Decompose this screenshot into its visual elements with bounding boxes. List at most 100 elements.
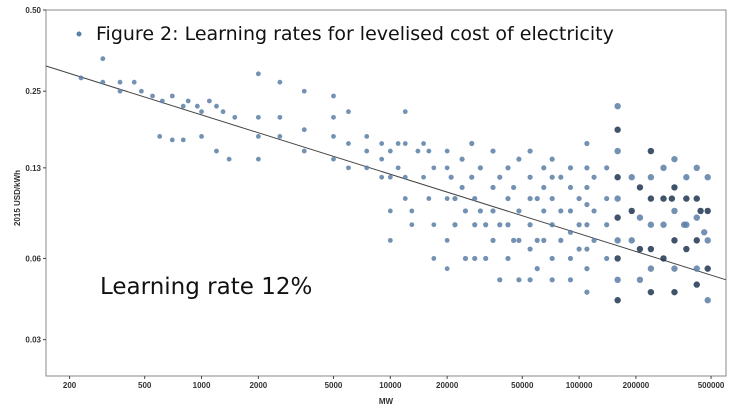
scatter-point (614, 195, 621, 202)
scatter-point (591, 174, 597, 180)
scatter-point (527, 246, 533, 252)
scatter-point (541, 184, 547, 191)
scatter-point (704, 207, 711, 215)
scatter-point (387, 174, 393, 180)
scatter-point (584, 140, 590, 147)
scatter-point (647, 195, 655, 202)
scatter-point (490, 184, 496, 191)
scatter-point (693, 195, 700, 202)
scatter-point (331, 93, 336, 99)
scatter-point (584, 201, 590, 208)
scatter-point (379, 141, 385, 146)
scatter-point (683, 195, 690, 202)
tick-layer: 200 500 1000 2000 5000 10000 20000 50000 100000 2… (25, 6, 725, 390)
scatter-point (331, 114, 336, 120)
scatter-point (301, 127, 307, 133)
chart-title: Figure 2: Learning rates for levelised c… (76, 23, 614, 45)
scatter-point (387, 148, 393, 154)
scatter-point (490, 237, 496, 243)
scatter-point (448, 174, 454, 180)
scatter-point (431, 165, 437, 171)
scatter-point (704, 297, 711, 304)
scatter-point (683, 245, 690, 253)
scatter-point (511, 237, 517, 243)
scatter-point (541, 208, 547, 214)
scatter-point (505, 222, 511, 228)
scatter-point (214, 103, 219, 109)
scatter-point (647, 245, 655, 253)
scatter-point (505, 195, 511, 202)
scatter-point (346, 109, 351, 115)
scatter-point (483, 255, 489, 262)
scatter-point (527, 174, 533, 180)
scatter-point (395, 141, 401, 146)
scatter-point (668, 195, 676, 202)
scatter-point (426, 196, 432, 201)
y-tick-label: 0.13 (25, 164, 41, 173)
scatter-point (516, 237, 522, 243)
x-tick-label: 2000 (249, 381, 267, 390)
scatter-point (567, 229, 574, 235)
scatter-point (364, 165, 370, 171)
scatter-point (584, 222, 590, 228)
scatter-point (558, 208, 564, 214)
scatter-point (671, 288, 678, 296)
scatter-point (660, 195, 667, 202)
scatter-point (636, 214, 644, 221)
x-tick-label: 200000 (623, 381, 650, 390)
scatter-point (604, 255, 610, 262)
scatter-point (100, 56, 106, 62)
scatter-point (614, 174, 621, 181)
scatter-point (567, 255, 574, 262)
scatter-point (364, 148, 370, 154)
scatter-point (591, 208, 597, 214)
scatter-point (255, 156, 261, 162)
scatter-point (255, 71, 261, 77)
scatter-point (277, 114, 283, 120)
scatter-point (395, 165, 401, 171)
scatter-point (671, 184, 678, 191)
y-tick-label: 0.25 (25, 87, 41, 96)
scatter-point (636, 245, 644, 253)
trend-layer (45, 65, 727, 281)
scatter-point (194, 103, 200, 109)
scatter-point (628, 237, 635, 244)
scatter-point (549, 222, 555, 228)
scatter-point (331, 156, 336, 162)
scatter-point (693, 281, 700, 288)
scatter-point (472, 222, 478, 228)
scatter-point (704, 174, 711, 181)
x-tick-label: 20000 (436, 381, 459, 390)
scatter-point (614, 297, 621, 304)
scatter-point (138, 88, 144, 94)
scatter-point (693, 265, 700, 272)
scatter-point (576, 222, 582, 228)
scatter-point (483, 222, 489, 228)
scatter-point (100, 79, 106, 85)
scatter-point (379, 156, 385, 162)
scatter-point (614, 214, 621, 221)
scatter-point (459, 184, 465, 191)
chart-title-text: Figure 2: Learning rates for levelised c… (96, 23, 614, 45)
x-tick-label: 1000 (193, 381, 211, 390)
scatter-point (117, 79, 123, 85)
scatter-point (150, 93, 155, 99)
y-tick-label: 0.03 (25, 336, 41, 345)
y-tick-label: 0.50 (25, 6, 41, 15)
scatter-point (671, 237, 678, 244)
scatter-point (558, 237, 564, 243)
scatter-point (534, 237, 540, 243)
scatter-point (409, 222, 415, 228)
scatter-point (697, 207, 704, 215)
scatter-point (301, 88, 307, 94)
scatter-point (301, 148, 307, 154)
scatter-point (541, 237, 547, 243)
trend-line (45, 65, 727, 281)
scatter-point (704, 237, 711, 244)
scatter-point (462, 208, 469, 214)
scatter-point (527, 277, 533, 283)
scatter-point (567, 184, 574, 191)
scatter-point (660, 164, 667, 172)
learning-rate-annotation: Learning rate 12% (100, 274, 312, 300)
scatter-point (647, 221, 655, 228)
